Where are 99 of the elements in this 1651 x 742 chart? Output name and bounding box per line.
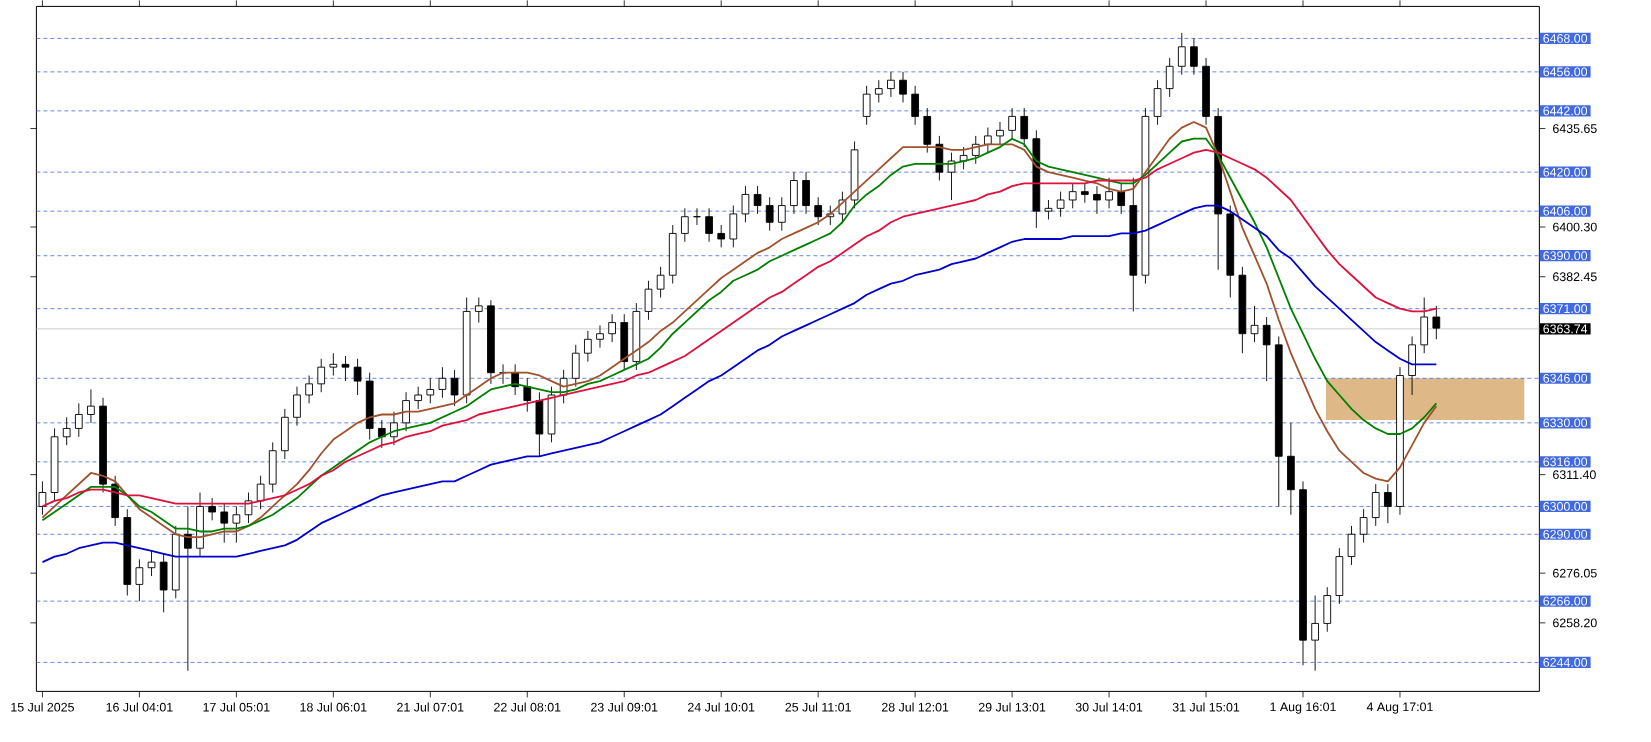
ref-line-label: 6468.00 <box>1543 34 1588 44</box>
candlestick <box>220 503 229 544</box>
x-tick-label: 1 Aug 16:01 <box>1270 702 1336 714</box>
candlestick <box>438 366 447 399</box>
y-tick-label: 6435.65 <box>1553 124 1597 134</box>
candlestick <box>256 475 265 510</box>
candlestick <box>644 280 653 321</box>
ref-line-label: 6316.00 <box>1543 457 1588 467</box>
candlestick <box>777 197 786 232</box>
candlestick <box>1311 595 1319 672</box>
candlestick <box>232 506 241 544</box>
candlestick <box>293 386 301 427</box>
candlestick <box>305 375 313 405</box>
ref-line-label: 6363.74 <box>1543 324 1588 334</box>
candlestick <box>887 71 895 98</box>
candlestick <box>317 358 326 393</box>
candlestick <box>147 550 156 577</box>
candlestick <box>1347 525 1356 566</box>
candlestick <box>329 352 338 377</box>
candlestick <box>1250 305 1259 343</box>
candlestick <box>681 208 689 243</box>
x-tick-label: 17 Jul 05:01 <box>203 702 270 712</box>
candlestick <box>996 121 1004 145</box>
candlestick <box>474 297 483 324</box>
candlestick <box>1080 183 1089 204</box>
candlestick <box>38 481 47 516</box>
ref-line-label: 6406.00 <box>1543 206 1588 216</box>
candlestick <box>62 417 71 446</box>
candlestick <box>1020 107 1029 148</box>
candlestick <box>596 325 604 349</box>
ref-line-label: 6390.00 <box>1543 251 1588 261</box>
candlestick <box>1093 185 1101 215</box>
candlestick <box>353 358 362 396</box>
y-tick-label: 6382.45 <box>1553 272 1597 282</box>
candlestick <box>426 378 435 405</box>
x-tick-label: 23 Jul 09:01 <box>591 702 658 712</box>
candlestick <box>717 224 726 249</box>
x-tick-label: 29 Jul 13:01 <box>978 702 1046 712</box>
ref-line-label: 6371.00 <box>1543 304 1588 314</box>
candlestick <box>208 497 216 522</box>
candlestick <box>741 185 750 223</box>
candlestick <box>402 392 410 432</box>
candlestick <box>74 403 83 438</box>
candlestick <box>656 266 665 299</box>
candlestick <box>899 71 907 104</box>
candlestick <box>1190 38 1198 76</box>
candlestick <box>814 197 823 226</box>
candlestick <box>705 208 713 243</box>
candlestick <box>1008 107 1016 140</box>
x-tick-label: 25 Jul 11:01 <box>785 702 851 712</box>
candlestick <box>1105 177 1113 210</box>
candlestick <box>87 389 95 424</box>
candlestick <box>862 85 871 126</box>
x-tick-label: 28 Jul 12:01 <box>881 702 949 712</box>
x-tick-label: 30 Jul 14:01 <box>1075 702 1143 712</box>
ref-line-label: 6300.00 <box>1543 502 1588 512</box>
ref-line-label: 6266.00 <box>1543 596 1588 606</box>
candlestick <box>450 369 459 407</box>
candlestick <box>765 197 774 232</box>
candlestick <box>1165 57 1174 98</box>
candlestick <box>184 506 192 672</box>
candlestick <box>1177 32 1186 76</box>
x-tick-label: 31 Jul 15:01 <box>1172 702 1240 712</box>
candlestick <box>1359 508 1368 544</box>
x-tick-label: 22 Jul 08:01 <box>494 702 561 712</box>
ref-line-label: 6456.00 <box>1543 67 1588 77</box>
ref-line-label: 6346.00 <box>1543 374 1588 383</box>
candlestick <box>1117 183 1126 215</box>
ref-line-label: 6244.00 <box>1543 658 1588 668</box>
ref-line-label: 6442.00 <box>1543 106 1588 116</box>
y-tick-label: 6311.40 <box>1553 470 1596 480</box>
candlestick <box>753 185 762 215</box>
ref-line-label: 6290.00 <box>1543 530 1588 539</box>
y-tick-label: 6258.20 <box>1553 618 1597 628</box>
y-tick-label: 6276.05 <box>1553 568 1597 578</box>
candlestick <box>1432 305 1441 340</box>
candlestick <box>947 152 956 201</box>
candlestick <box>135 559 144 602</box>
candlestick <box>608 314 616 343</box>
ref-line-label: 6420.00 <box>1543 167 1588 177</box>
candlestick <box>1056 191 1065 218</box>
candlestick <box>1384 483 1392 524</box>
x-tick-label: 15 Jul 2025 <box>11 702 74 712</box>
candlestick <box>414 386 423 410</box>
x-tick-label: 24 Jul 10:01 <box>688 702 755 712</box>
x-tick-label: 21 Jul 07:01 <box>397 702 464 712</box>
x-tick-label: 16 Jul 04:01 <box>106 702 173 712</box>
x-tick-label: 4 Aug 17:01 <box>1366 702 1433 714</box>
candlestick <box>1262 316 1271 382</box>
candlestick <box>341 355 350 382</box>
y-tick-label: 6400.30 <box>1553 222 1597 232</box>
candlestick <box>584 330 592 363</box>
x-tick-label: 18 Jul 06:01 <box>300 702 367 712</box>
ref-line-label: 6330.00 <box>1543 418 1588 428</box>
candlestick <box>523 378 532 413</box>
candlestick <box>1044 199 1053 221</box>
candlestick <box>874 80 883 104</box>
candlestick <box>911 85 919 126</box>
candlestick <box>1068 183 1077 210</box>
